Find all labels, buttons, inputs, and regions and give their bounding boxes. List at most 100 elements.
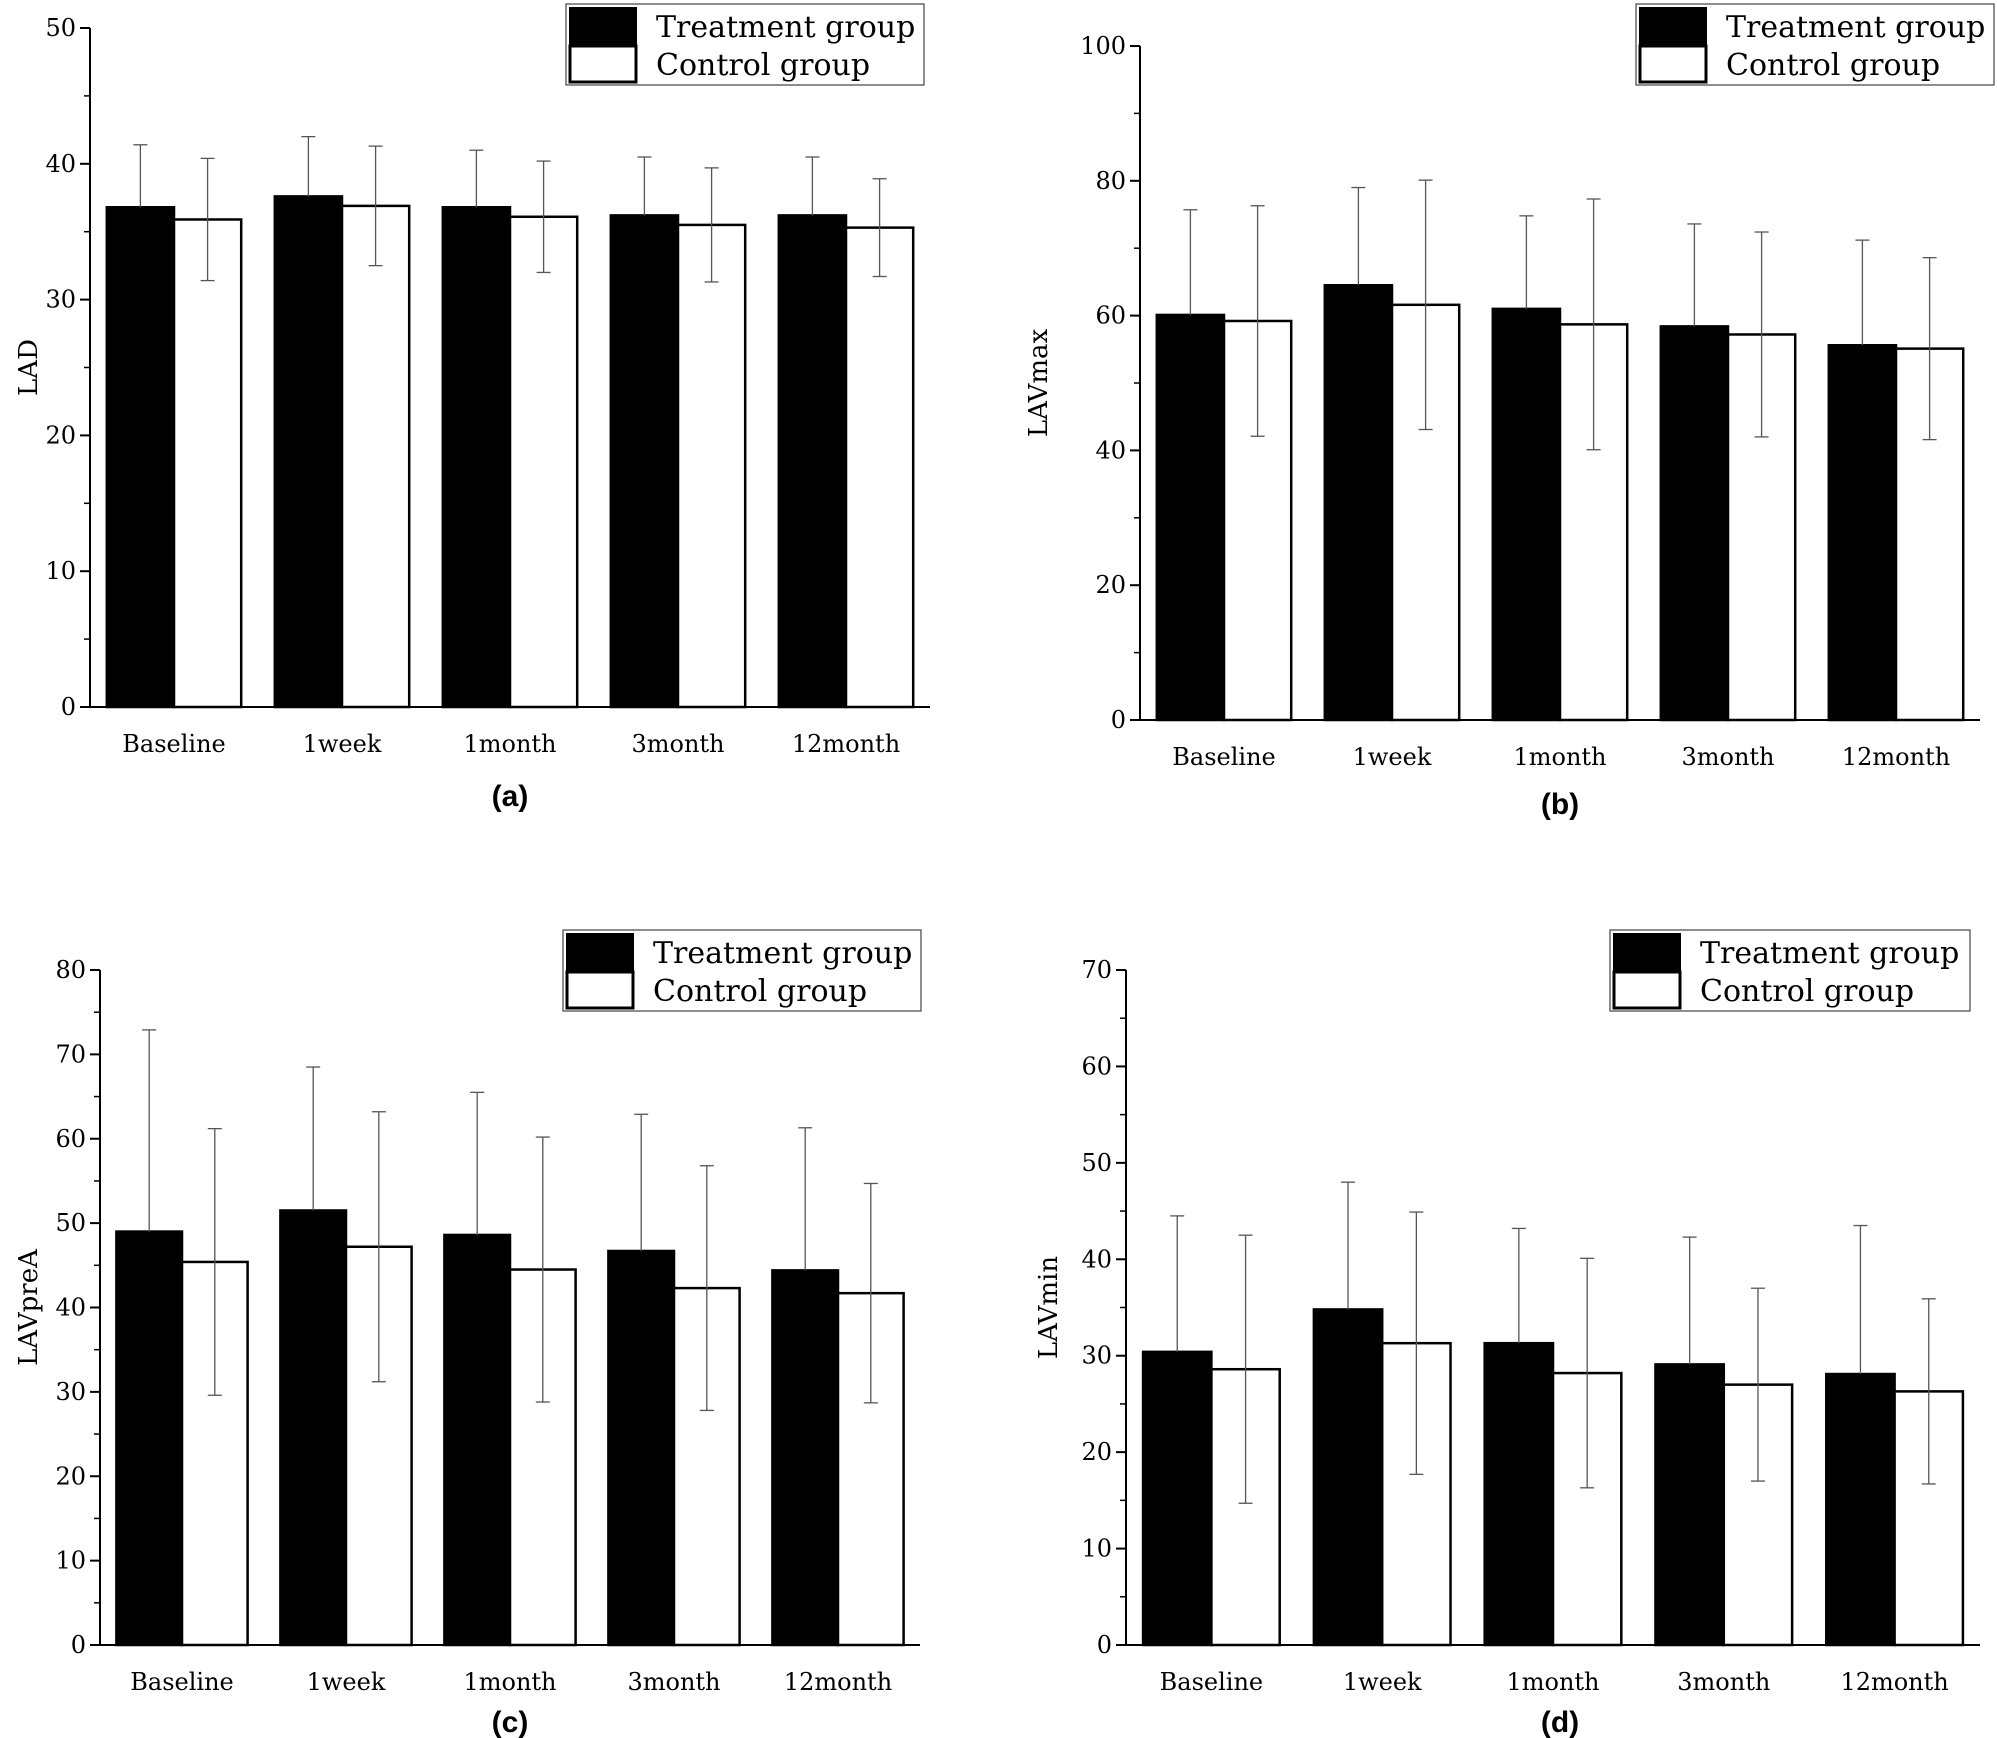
y-tick-label: 60 (55, 1125, 86, 1153)
legend-label-treatment: Treatment group (653, 936, 912, 971)
y-tick-label: 80 (55, 956, 86, 984)
legend-swatch-control (1638, 44, 1708, 84)
legend-swatch-control (1612, 970, 1682, 1010)
treatment-bar-1month (1483, 1341, 1555, 1647)
treatment-bar-3month (1659, 325, 1730, 722)
control-bar-12month (844, 226, 915, 709)
treatment-bar-1month (441, 206, 512, 709)
chart-panel-c: 0 10 20 30 40 50 60 70 80 LAVpreA Baseline 1week 1mo… (14, 929, 922, 1738)
treatment-bar-1week (279, 1209, 348, 1647)
y-tick-label: 40 (45, 150, 76, 178)
control-bar-1week (340, 204, 411, 709)
control-bar-3month (676, 223, 747, 709)
x-category-label: Baseline (130, 1668, 233, 1696)
y-tick-label: 20 (55, 1462, 86, 1490)
treatment-bar-1month (1491, 307, 1562, 722)
legend-label-control: Control group (656, 48, 870, 83)
legend-swatch-treatment (1639, 7, 1707, 45)
legend-swatch-treatment (569, 7, 637, 45)
x-category-label: 12month (1842, 743, 1950, 771)
chart-panel-a: 0 10 20 30 40 50 LAD Baseline 1week 1month 3month 1… (14, 3, 930, 813)
y-tick-label: 0 (71, 1631, 86, 1659)
y-tick-label: 0 (61, 693, 76, 721)
y-axis-title: LAVmin (1034, 1256, 1064, 1359)
treatment-bar-12month (771, 1269, 840, 1647)
y-tick-label: 70 (55, 1040, 86, 1068)
y-tick-label: 50 (45, 14, 76, 42)
legend-swatch-treatment (1613, 933, 1681, 971)
y-tick-label: 40 (55, 1294, 86, 1322)
x-category-label: Baseline (1172, 743, 1275, 771)
y-axis-title: LAVpreA (14, 1248, 44, 1366)
y-tick-label: 0 (1111, 706, 1126, 734)
x-category-label: 1week (1343, 1668, 1422, 1696)
y-tick-label: 50 (55, 1209, 86, 1237)
x-category-label: 3month (1681, 743, 1774, 771)
y-tick-label: 10 (1081, 1535, 1112, 1563)
x-category-label: 1month (1513, 743, 1606, 771)
legend-label-control: Control group (1726, 48, 1940, 83)
chart-panel-d: 0 10 20 30 40 50 60 70 LAVmin Baseline 1week 1month… (1034, 929, 1980, 1738)
legend-label-treatment: Treatment group (1700, 936, 1959, 971)
y-tick-label: 40 (1081, 1245, 1112, 1273)
x-category-label: 12month (1840, 1668, 1948, 1696)
y-tick-label: 50 (1081, 1149, 1112, 1177)
treatment-bar-3month (607, 1249, 676, 1647)
x-category-label: 12month (784, 1668, 892, 1696)
treatment-bar-baseline (115, 1230, 184, 1647)
control-bar-1month (508, 215, 579, 709)
treatment-bar-1week (273, 195, 344, 709)
treatment-bar-1week (1323, 284, 1394, 722)
treatment-bar-12month (777, 214, 848, 709)
y-tick-label: 10 (45, 557, 76, 585)
y-tick-label: 60 (1081, 1052, 1112, 1080)
treatment-bar-baseline (1155, 313, 1226, 722)
legend-label-treatment: Treatment group (656, 10, 915, 45)
control-bar-baseline (172, 218, 243, 709)
x-category-label: 1month (463, 730, 556, 758)
y-tick-label: 30 (1081, 1342, 1112, 1370)
treatment-bar-baseline (1141, 1350, 1213, 1647)
y-axis-title: LAVmax (1024, 328, 1054, 437)
x-category-label: 3month (627, 1668, 720, 1696)
treatment-bar-3month (1654, 1363, 1726, 1647)
legend-swatch-treatment (566, 933, 634, 971)
y-tick-label: 30 (55, 1378, 86, 1406)
treatment-bar-12month (1825, 1372, 1896, 1647)
x-category-label: 12month (792, 730, 900, 758)
y-axis-title: LAD (14, 339, 44, 396)
panel-label: (b) (1541, 788, 1579, 821)
x-category-label: 3month (1677, 1668, 1770, 1696)
legend-swatch-control (568, 44, 638, 84)
treatment-bar-3month (609, 214, 680, 709)
y-tick-label: 100 (1080, 32, 1126, 60)
x-category-label: 1week (307, 1668, 386, 1696)
panel-label: (a) (492, 780, 529, 813)
legend-label-control: Control group (1700, 974, 1914, 1009)
y-tick-label: 80 (1095, 167, 1126, 195)
y-tick-label: 60 (1095, 302, 1126, 330)
x-category-label: Baseline (122, 730, 225, 758)
y-tick-label: 20 (45, 421, 76, 449)
chart-panel-b: 0 20 40 60 80 100 LAVmax Baseline 1week 1month 3mo… (1024, 3, 1995, 821)
treatment-bar-baseline (105, 206, 176, 709)
treatment-bar-1month (443, 1233, 512, 1647)
panel-label: (c) (492, 1706, 529, 1738)
legend-swatch-control (565, 970, 635, 1010)
x-category-label: 1week (303, 730, 382, 758)
legend-label-treatment: Treatment group (1726, 10, 1985, 45)
y-tick-label: 0 (1097, 1631, 1112, 1659)
y-tick-label: 10 (55, 1547, 86, 1575)
x-category-label: 3month (631, 730, 724, 758)
treatment-bar-1week (1312, 1308, 1384, 1647)
y-tick-label: 30 (45, 286, 76, 314)
treatment-bar-12month (1827, 344, 1898, 722)
x-category-label: 1week (1353, 743, 1432, 771)
x-category-label: 1month (463, 1668, 556, 1696)
y-tick-label: 20 (1095, 571, 1126, 599)
